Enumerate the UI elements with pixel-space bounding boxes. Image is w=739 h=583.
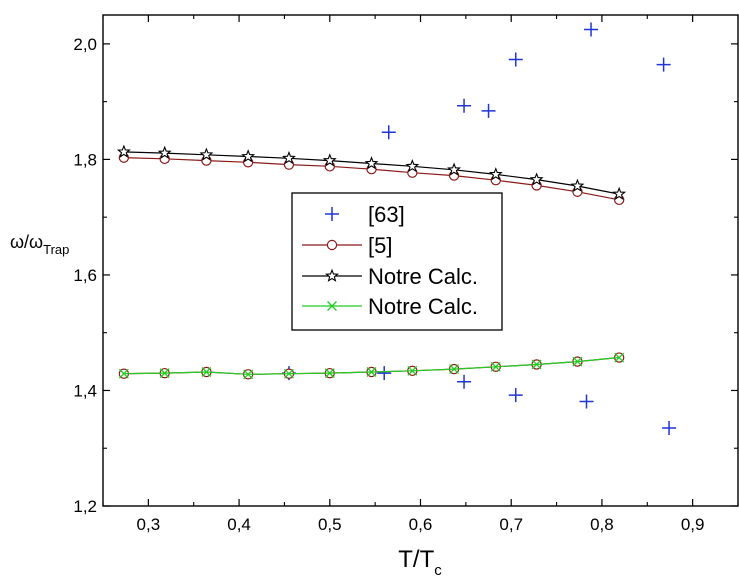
- data-point: [407, 365, 418, 376]
- data-point: [282, 150, 296, 165]
- y-axis-title: ω/ωTrap: [10, 232, 69, 257]
- series-3: [116, 144, 627, 200]
- legend-swatch-marker: [327, 301, 337, 311]
- legend-label: Notre Calc.: [368, 264, 478, 289]
- data-point: [381, 125, 396, 140]
- data-point: [377, 366, 392, 381]
- series-4: [118, 352, 625, 380]
- legend: [63] [5] Notre Calc. Notre Calc.: [291, 192, 503, 331]
- data-point: [284, 368, 294, 379]
- data-point: [447, 162, 462, 176]
- data-point: [157, 145, 172, 159]
- data-point: [241, 149, 256, 163]
- data-point: [366, 367, 377, 377]
- data-point: [584, 22, 599, 37]
- data-point: [405, 159, 420, 173]
- y-tick-label: 1,8: [73, 150, 97, 169]
- x-tick-label: 0,6: [409, 515, 433, 534]
- y-tick-label: 1,4: [73, 381, 97, 400]
- data-point: [457, 98, 472, 113]
- data-point: [508, 52, 523, 67]
- data-point: [364, 156, 379, 170]
- data-point: [572, 356, 583, 367]
- data-point: [118, 368, 129, 379]
- data-point: [449, 364, 460, 375]
- data-point: [201, 367, 212, 377]
- data-point: [529, 172, 544, 186]
- y-tick-label: 1,2: [73, 497, 97, 516]
- x-tick-label: 0,5: [318, 515, 342, 534]
- data-point: [490, 361, 501, 372]
- legend-box: [291, 192, 503, 331]
- x-tick-label: 0,7: [499, 515, 523, 534]
- data-point: [531, 359, 542, 370]
- y-axis-title-subscript: Trap: [43, 242, 69, 257]
- data-point: [457, 374, 472, 389]
- legend-label: [63]: [368, 202, 405, 227]
- x-axis-title-main: T/T: [398, 546, 434, 573]
- y-axis-title-main: ω/ω: [10, 232, 43, 252]
- data-point: [488, 167, 503, 181]
- legend-label: Notre Calc.: [368, 294, 478, 319]
- series-1: [281, 22, 677, 436]
- legend-swatch-marker: [325, 207, 339, 221]
- legend-swatch-marker: [326, 239, 338, 251]
- x-axis-title-subscript: c: [434, 562, 442, 579]
- x-tick-label: 0,8: [590, 515, 614, 534]
- data-point: [662, 421, 677, 436]
- y-tick-label: 2,0: [73, 35, 97, 54]
- series-group: [116, 22, 677, 436]
- data-point: [612, 186, 627, 200]
- legend-label: [5]: [368, 233, 392, 258]
- data-point: [159, 368, 170, 379]
- data-point: [324, 368, 335, 379]
- y-tick-label: 1,6: [73, 266, 97, 285]
- data-point: [199, 147, 214, 161]
- x-tick-label: 0,9: [681, 515, 705, 534]
- data-point: [508, 388, 523, 403]
- x-tick-label: 0,4: [227, 515, 251, 534]
- axis-ticks: 0,3 0,4 0,5 0,6 0,7 0,8 0,9 1,2 1,4 1,6 1,8 2,0: [73, 15, 739, 534]
- data-point: [116, 144, 131, 158]
- legend-swatch-marker: [325, 268, 339, 282]
- data-point: [570, 178, 585, 192]
- x-axis-title: T/Tc: [398, 546, 442, 579]
- data-point: [243, 369, 254, 380]
- data-point: [579, 394, 594, 409]
- x-tick-label: 0,3: [137, 515, 161, 534]
- data-point: [614, 352, 625, 363]
- data-point: [481, 103, 496, 118]
- data-point: [656, 57, 671, 72]
- data-point: [322, 153, 337, 167]
